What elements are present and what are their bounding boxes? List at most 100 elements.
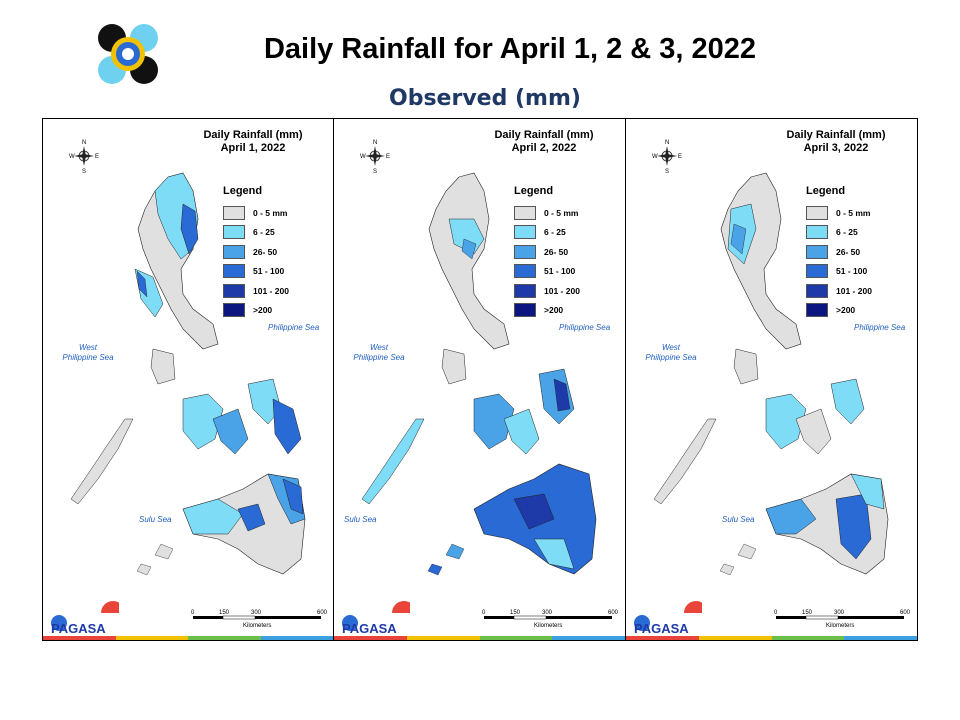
panel-title: Daily Rainfall (mm) April 3, 2022 — [766, 129, 906, 155]
panel-title-line2: April 1, 2022 — [220, 142, 286, 154]
west-sea-line2: Philippine Sea — [62, 353, 114, 362]
philippine-sea-label: Philippine Sea — [268, 323, 320, 332]
compass-n-label: N — [665, 140, 669, 146]
pagasa-wordmark: PAGASA — [51, 621, 106, 635]
scale-tick: 300 — [834, 610, 845, 616]
west-philippine-sea-label: West Philippine Sea — [344, 343, 414, 363]
scale-tick: 300 — [251, 610, 262, 616]
philippine-sea-label: Philippine Sea — [559, 323, 611, 332]
scale-tick: 150 — [802, 610, 813, 616]
west-sea-line2: Philippine Sea — [353, 353, 405, 362]
scale-tick: 150 — [510, 610, 521, 616]
panel-title: Daily Rainfall (mm) April 1, 2022 — [183, 129, 323, 155]
scale-tick: 600 — [900, 610, 911, 616]
legend-swatch — [514, 244, 536, 259]
legend-swatch — [514, 283, 536, 298]
legend-item: >200 — [806, 301, 872, 321]
sulu-sea-label: Sulu Sea — [139, 515, 172, 524]
west-philippine-sea-label: West Philippine Sea — [636, 343, 706, 363]
pagasa-wordmark: PAGASA — [342, 621, 397, 635]
color-strip — [626, 636, 917, 640]
legend-swatch — [223, 283, 245, 298]
compass-s-label: S — [82, 169, 86, 175]
scale-tick: 600 — [608, 610, 619, 616]
legend-item: >200 — [514, 301, 580, 321]
compass-n-label: N — [373, 140, 377, 146]
panel-title-line1: Daily Rainfall (mm) — [494, 129, 594, 141]
legend-item: 6 - 25 — [223, 223, 289, 243]
legend: Legend 0 - 5 mm 6 - 25 26- 50 51 - 100 1… — [514, 185, 580, 320]
legend-item: 51 - 100 — [514, 262, 580, 282]
sulu-sea-label: Sulu Sea — [722, 515, 755, 524]
legend-item: 26- 50 — [223, 242, 289, 262]
legend-label: 0 - 5 mm — [253, 207, 288, 218]
legend-item: 0 - 5 mm — [806, 203, 872, 223]
legend-swatch — [223, 225, 245, 240]
legend-label: 51 - 100 — [836, 266, 868, 277]
scale-tick: 0 — [482, 610, 486, 616]
legend-swatch — [223, 303, 245, 318]
map-panel-april-1: N W E S Daily Rainfall (mm) April 1, 202… — [42, 118, 334, 641]
legend-swatch — [806, 303, 828, 318]
legend-item: 6 - 25 — [806, 223, 872, 243]
legend-label: 0 - 5 mm — [544, 207, 579, 218]
philippines-rainfall-map — [653, 172, 889, 576]
pagasa-wordmark: PAGASA — [634, 621, 689, 635]
legend-swatch — [806, 225, 828, 240]
color-strip — [43, 636, 333, 640]
legend-item: 0 - 5 mm — [223, 203, 289, 223]
west-sea-line1: West — [78, 343, 98, 352]
scale-tick: 600 — [317, 610, 328, 616]
west-sea-line1: West — [661, 343, 681, 352]
compass-e-label: E — [386, 154, 390, 160]
compass-e-label: E — [95, 154, 99, 160]
pagasa-seal-logo — [96, 22, 160, 86]
legend-label: 0 - 5 mm — [836, 207, 871, 218]
legend-label: 26- 50 — [253, 246, 278, 257]
legend-item: 51 - 100 — [223, 262, 289, 282]
scale-tick: 0 — [191, 610, 195, 616]
legend-swatch — [806, 283, 828, 298]
west-sea-line1: West — [369, 343, 389, 352]
legend-item: 26- 50 — [514, 242, 580, 262]
legend-label: >200 — [544, 305, 564, 316]
legend-label: >200 — [253, 305, 273, 316]
compass-rose-icon: N W E S — [652, 137, 682, 175]
philippines-rainfall-map — [361, 172, 597, 576]
legend-label: >200 — [836, 305, 856, 316]
legend-label: 51 - 100 — [544, 266, 576, 277]
scale-bar: 0 150 300 600 Kilometers — [191, 607, 331, 631]
legend-item: 51 - 100 — [806, 262, 872, 282]
legend-label: 6 - 25 — [253, 227, 275, 238]
legend-item: 101 - 200 — [806, 281, 872, 301]
compass-w-label: W — [360, 154, 366, 160]
panel-title-line2: April 2, 2022 — [511, 142, 577, 154]
compass-s-label: S — [665, 169, 669, 175]
legend-swatch — [514, 264, 536, 279]
legend: Legend 0 - 5 mm 6 - 25 26- 50 51 - 100 1… — [223, 185, 289, 320]
legend-swatch — [806, 264, 828, 279]
scale-tick: 300 — [542, 610, 553, 616]
legend-swatch — [223, 244, 245, 259]
legend-label: 101 - 200 — [836, 285, 872, 296]
compass-w-label: W — [652, 154, 658, 160]
west-sea-line2: Philippine Sea — [645, 353, 697, 362]
philippine-sea-label: Philippine Sea — [854, 323, 906, 332]
scale-bar: 0 150 300 600 Kilometers — [774, 607, 914, 631]
legend-label: 51 - 100 — [253, 266, 285, 277]
legend-item: 0 - 5 mm — [514, 203, 580, 223]
pagasa-logo: PAGASA — [340, 601, 416, 636]
legend-item: 26- 50 — [806, 242, 872, 262]
scale-unit: Kilometers — [826, 623, 854, 629]
legend-swatch — [223, 205, 245, 220]
scale-unit: Kilometers — [243, 623, 271, 629]
legend-label: 101 - 200 — [253, 285, 289, 296]
panel-title: Daily Rainfall (mm) April 2, 2022 — [474, 129, 614, 155]
legend-swatch — [514, 303, 536, 318]
legend-swatch — [806, 244, 828, 259]
sulu-sea-label: Sulu Sea — [344, 515, 377, 524]
page-subtitle: Observed (mm) — [389, 86, 581, 111]
scale-tick: 0 — [774, 610, 778, 616]
compass-e-label: E — [678, 154, 682, 160]
legend-title: Legend — [223, 185, 263, 197]
